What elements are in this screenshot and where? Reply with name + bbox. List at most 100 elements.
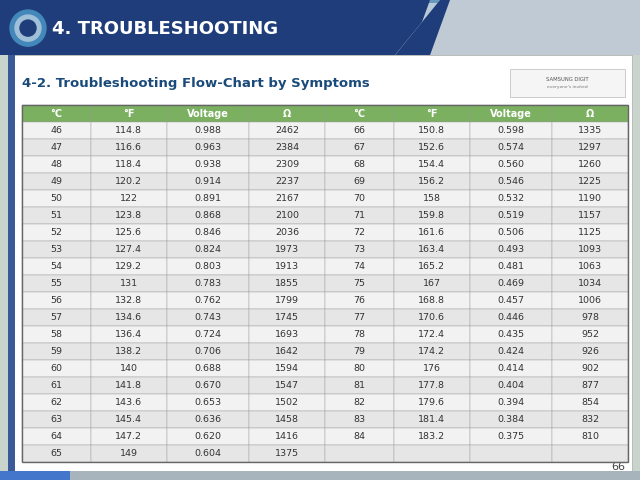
Text: 0.803: 0.803 <box>195 262 221 271</box>
Bar <box>22 241 91 258</box>
Text: 71: 71 <box>353 211 365 220</box>
Bar <box>249 445 325 462</box>
Text: 0.532: 0.532 <box>497 194 525 203</box>
Bar <box>91 428 166 445</box>
Text: 1157: 1157 <box>578 211 602 220</box>
Text: 154.4: 154.4 <box>418 160 445 169</box>
Bar <box>325 292 394 309</box>
Bar <box>325 445 394 462</box>
Text: 76: 76 <box>353 296 365 305</box>
Bar <box>91 343 166 360</box>
Bar <box>22 360 91 377</box>
Bar <box>470 411 552 428</box>
Text: 0.868: 0.868 <box>195 211 221 220</box>
Bar <box>166 309 249 326</box>
Text: SAMSUNG DIGIT: SAMSUNG DIGIT <box>546 77 589 82</box>
Bar <box>22 292 91 309</box>
Text: 1594: 1594 <box>275 364 299 373</box>
Text: 2100: 2100 <box>275 211 299 220</box>
Bar <box>249 275 325 292</box>
Text: 0.706: 0.706 <box>195 347 221 356</box>
Bar <box>325 343 394 360</box>
Bar <box>470 105 552 122</box>
Bar <box>470 224 552 241</box>
Text: 78: 78 <box>353 330 365 339</box>
Bar <box>552 275 628 292</box>
Circle shape <box>15 15 41 41</box>
Bar <box>552 360 628 377</box>
Text: 1642: 1642 <box>275 347 299 356</box>
Bar <box>249 360 325 377</box>
Bar <box>552 173 628 190</box>
Bar <box>166 190 249 207</box>
Bar <box>22 207 91 224</box>
Text: 65: 65 <box>51 449 63 458</box>
Bar <box>91 292 166 309</box>
Bar <box>22 224 91 241</box>
Text: 81: 81 <box>353 381 365 390</box>
Text: 1745: 1745 <box>275 313 299 322</box>
Text: 0.598: 0.598 <box>497 126 524 135</box>
Text: 0.560: 0.560 <box>497 160 524 169</box>
Bar <box>91 241 166 258</box>
Text: 49: 49 <box>51 177 63 186</box>
Bar <box>394 156 470 173</box>
Text: 51: 51 <box>51 211 63 220</box>
Bar <box>470 326 552 343</box>
Bar <box>552 445 628 462</box>
Text: 59: 59 <box>51 347 63 356</box>
Bar <box>166 326 249 343</box>
Text: 1006: 1006 <box>578 296 602 305</box>
Bar <box>552 190 628 207</box>
Text: 0.481: 0.481 <box>497 262 524 271</box>
Bar <box>249 190 325 207</box>
Text: 69: 69 <box>353 177 365 186</box>
Text: 147.2: 147.2 <box>115 432 142 441</box>
Text: 854: 854 <box>581 398 599 407</box>
Bar <box>166 343 249 360</box>
Bar <box>552 377 628 394</box>
Bar <box>394 309 470 326</box>
Text: 136.4: 136.4 <box>115 330 142 339</box>
Bar <box>325 428 394 445</box>
Bar <box>325 139 394 156</box>
Text: 82: 82 <box>353 398 365 407</box>
Text: 0.457: 0.457 <box>497 296 524 305</box>
Bar <box>0 0 640 3</box>
Bar <box>91 309 166 326</box>
Bar <box>249 105 325 122</box>
Text: 177.8: 177.8 <box>418 381 445 390</box>
Bar <box>249 309 325 326</box>
Text: 1973: 1973 <box>275 245 299 254</box>
Text: 0.824: 0.824 <box>195 245 221 254</box>
Text: 4-2. Troubleshooting Flow-Chart by Symptoms: 4-2. Troubleshooting Flow-Chart by Sympt… <box>22 77 370 90</box>
Text: 170.6: 170.6 <box>418 313 445 322</box>
Text: °C: °C <box>51 108 63 119</box>
Text: 0.375: 0.375 <box>497 432 525 441</box>
Text: 72: 72 <box>353 228 365 237</box>
Text: 4. TROUBLESHOOTING: 4. TROUBLESHOOTING <box>52 20 278 38</box>
Text: 2462: 2462 <box>275 126 299 135</box>
Text: 67: 67 <box>353 143 365 152</box>
Bar <box>552 139 628 156</box>
Bar <box>166 105 249 122</box>
Bar <box>470 309 552 326</box>
Bar <box>91 258 166 275</box>
Bar <box>470 241 552 258</box>
Text: 1547: 1547 <box>275 381 299 390</box>
Text: 77: 77 <box>353 313 365 322</box>
Text: 84: 84 <box>353 432 365 441</box>
Text: 0.546: 0.546 <box>497 177 524 186</box>
Bar <box>394 343 470 360</box>
Bar <box>22 326 91 343</box>
Bar <box>249 224 325 241</box>
Text: 134.6: 134.6 <box>115 313 142 322</box>
Text: 1297: 1297 <box>578 143 602 152</box>
Bar <box>22 377 91 394</box>
Text: 174.2: 174.2 <box>418 347 445 356</box>
Text: 48: 48 <box>51 160 63 169</box>
Bar <box>22 190 91 207</box>
Bar <box>394 428 470 445</box>
Bar <box>552 156 628 173</box>
Polygon shape <box>395 0 450 55</box>
